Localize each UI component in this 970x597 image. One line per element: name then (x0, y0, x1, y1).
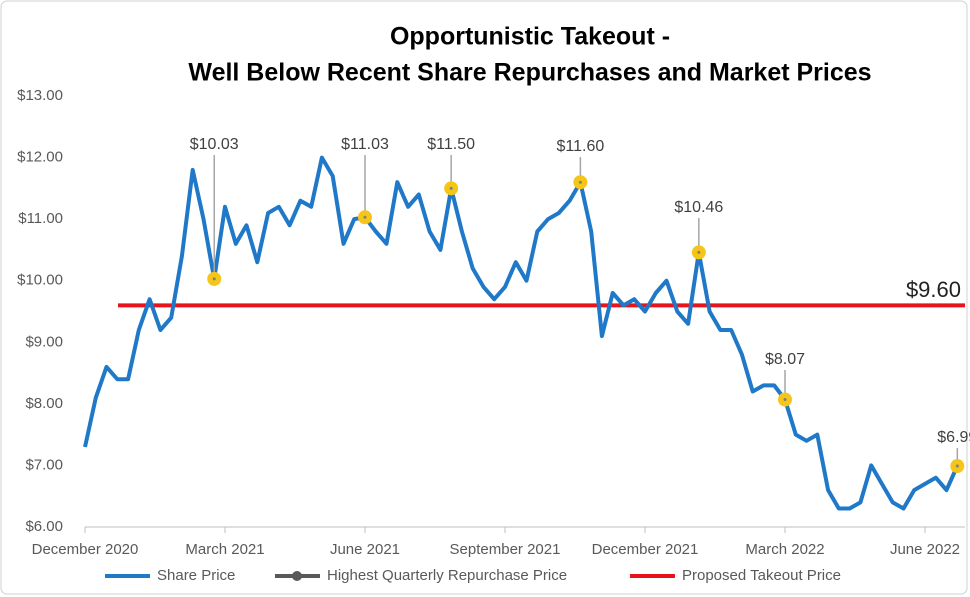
legend-label: Proposed Takeout Price (682, 567, 841, 584)
data-label: $6.99 (937, 429, 970, 446)
legend-marker (292, 571, 302, 581)
x-tick-label: March 2022 (745, 541, 824, 558)
repurchase-dot (697, 250, 701, 254)
y-tick-label: $13.00 (17, 87, 63, 104)
x-tick-label: June 2021 (330, 541, 400, 558)
chart-title: Well Below Recent Share Repurchases and … (188, 59, 871, 87)
chart-title: Opportunistic Takeout - (390, 23, 670, 51)
y-tick-label: $8.00 (25, 395, 63, 412)
repurchase-dot (955, 464, 959, 468)
x-tick-label: December 2020 (32, 541, 139, 558)
repurchase-dot (578, 180, 582, 184)
y-tick-label: $12.00 (17, 149, 63, 166)
repurchase-dot (449, 186, 453, 190)
repurchase-dot (783, 398, 787, 402)
y-tick-label: $11.00 (18, 210, 63, 227)
takeout-label: $9.60 (906, 277, 961, 302)
share-price-line (83, 155, 960, 511)
repurchase-dot (212, 277, 216, 281)
repurchase-dot (363, 215, 367, 219)
x-tick-label: September 2021 (450, 541, 561, 558)
y-tick-label: $9.00 (25, 333, 63, 350)
y-tick-label: $7.00 (25, 456, 63, 473)
legend-label: Share Price (157, 567, 235, 584)
data-label: $11.50 (427, 136, 475, 153)
x-tick-label: March 2021 (185, 541, 264, 558)
y-tick-label: $10.00 (17, 272, 63, 289)
data-label: $10.46 (674, 199, 723, 216)
data-label: $11.03 (341, 136, 389, 153)
legend-label: Highest Quarterly Repurchase Price (327, 567, 567, 584)
data-label: $11.60 (557, 138, 605, 155)
y-tick-label: $6.00 (25, 518, 63, 535)
data-label: $8.07 (765, 351, 805, 368)
x-tick-label: December 2021 (592, 541, 699, 558)
x-tick-label: June 2022 (890, 541, 960, 558)
data-label: $10.03 (190, 136, 239, 153)
